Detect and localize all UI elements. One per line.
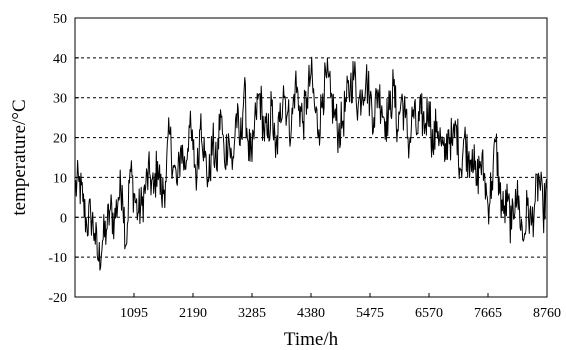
grid-lines	[75, 57, 547, 258]
temperature-series-line	[74, 56, 548, 271]
x-tick-label: 3285	[238, 306, 266, 321]
x-tick-label: 2190	[179, 306, 207, 321]
x-tick-label: 1095	[120, 306, 148, 321]
y-tick-label: -20	[48, 291, 67, 306]
x-axis-title: Time/h	[284, 329, 339, 350]
x-tick-label: 7665	[474, 306, 502, 321]
x-tick-label: 8760	[533, 306, 561, 321]
y-axis-title: temperature/°C	[9, 99, 30, 215]
y-tick-label: 20	[53, 132, 67, 147]
x-tick-label: 5475	[356, 306, 384, 321]
y-tick-label: 30	[53, 92, 67, 107]
y-tick-label: 10	[53, 171, 67, 186]
tick-labels: -20 -10 0 10 20 30 40 50 1095 2190 3285 4380 5475 657…	[48, 12, 561, 321]
x-tick-label: 4380	[297, 306, 325, 321]
y-tick-label: 50	[53, 12, 67, 27]
plot-frame	[74, 17, 548, 298]
y-tick-label: 0	[60, 211, 67, 226]
x-tick-label: 6570	[415, 306, 443, 321]
y-tick-label: 40	[53, 52, 67, 67]
y-tick-label: -10	[48, 251, 67, 266]
series-layer	[74, 56, 548, 271]
